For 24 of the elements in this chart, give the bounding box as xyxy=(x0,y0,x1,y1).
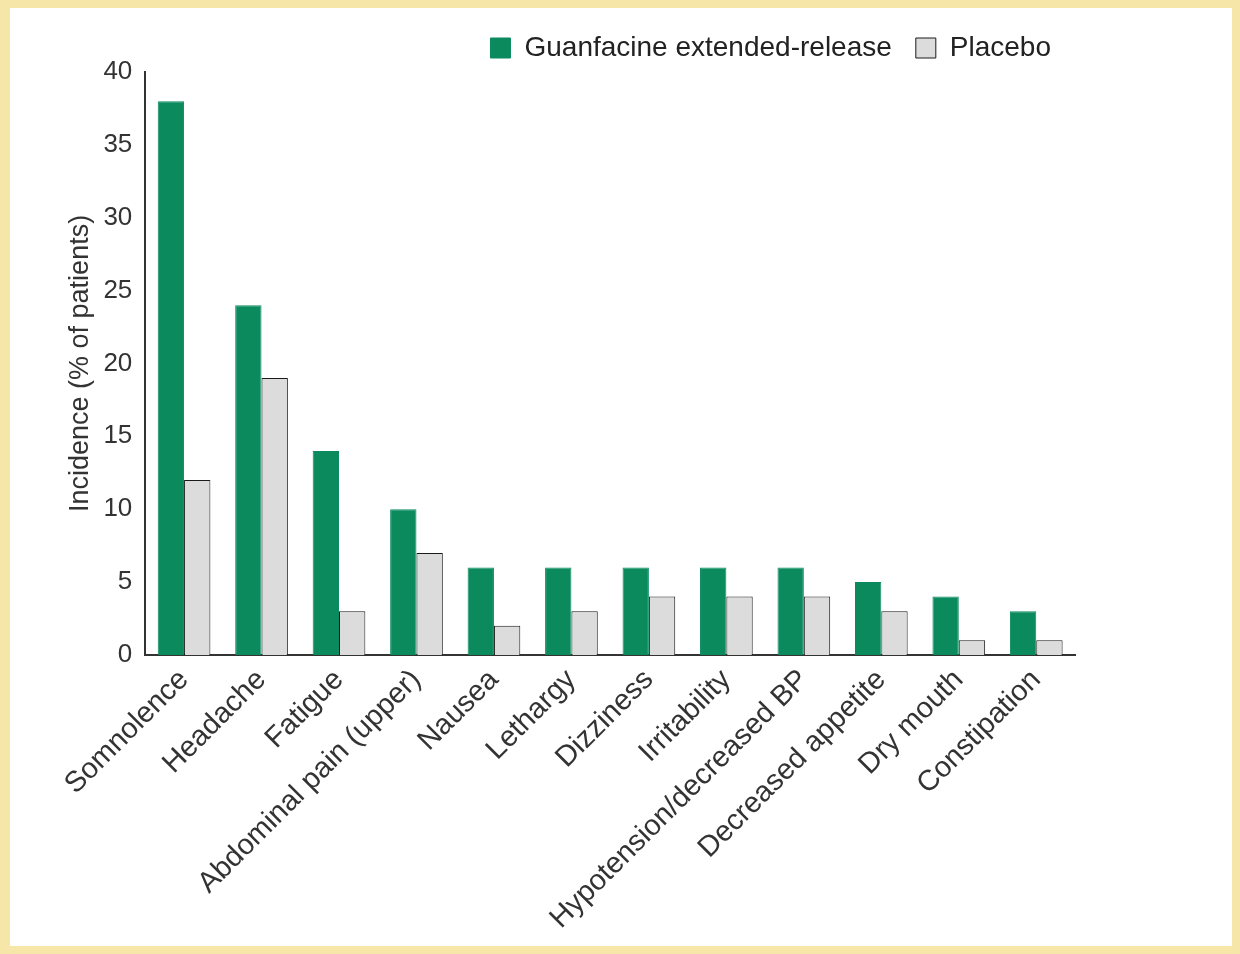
y-tick-label: 20 xyxy=(103,346,133,377)
bar xyxy=(390,509,417,655)
y-tick-label: 25 xyxy=(103,273,133,304)
bar xyxy=(622,567,649,655)
y-tick-label: 0 xyxy=(117,638,133,669)
legend-label: Placebo xyxy=(949,30,1051,62)
bar xyxy=(854,582,882,655)
y-tick-label: 15 xyxy=(103,419,133,450)
bar xyxy=(157,101,185,655)
y-tick-label: 35 xyxy=(103,128,133,159)
bar xyxy=(700,567,727,655)
y-tick-label: 10 xyxy=(103,492,133,523)
bar xyxy=(932,596,959,655)
bar xyxy=(777,567,804,655)
bar xyxy=(1009,611,1037,655)
bar xyxy=(545,567,572,655)
y-tick-label: 40 xyxy=(103,55,133,86)
bar xyxy=(312,450,339,655)
bar xyxy=(235,305,262,655)
y-tick-label: 30 xyxy=(103,200,133,231)
y-axis-title: Incidence (% of patients) xyxy=(63,214,94,513)
y-tick-label: 5 xyxy=(117,565,133,596)
bar xyxy=(467,567,494,655)
legend-label: Guanfacine extended-release xyxy=(524,30,892,62)
